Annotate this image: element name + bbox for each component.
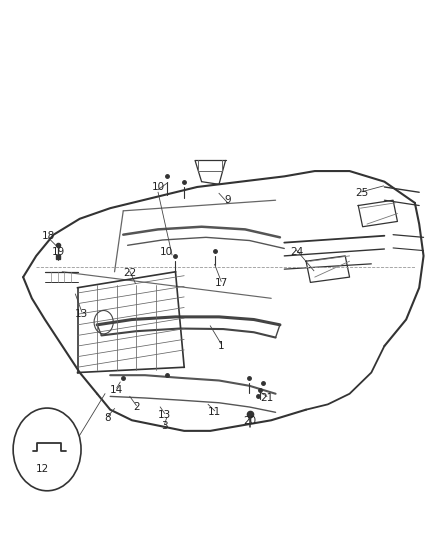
Text: 10: 10 [160,247,173,257]
Text: 13: 13 [75,309,88,319]
Text: 8: 8 [105,413,111,423]
Text: 20: 20 [243,416,256,426]
Text: 12: 12 [36,464,49,474]
Circle shape [13,408,81,491]
Text: 9: 9 [224,195,231,205]
Text: 13: 13 [158,410,171,420]
Text: 24: 24 [290,247,303,257]
Text: 19: 19 [51,247,64,257]
Text: 25: 25 [355,188,368,198]
Text: 11: 11 [208,407,221,417]
Text: 10: 10 [152,182,165,192]
Text: 17: 17 [215,278,228,288]
Text: 14: 14 [110,384,124,394]
Text: 18: 18 [42,231,55,241]
Text: 21: 21 [260,393,273,403]
Text: 3: 3 [161,421,168,431]
Text: 22: 22 [123,268,136,278]
Text: 2: 2 [133,402,140,412]
Text: 1: 1 [218,341,225,351]
